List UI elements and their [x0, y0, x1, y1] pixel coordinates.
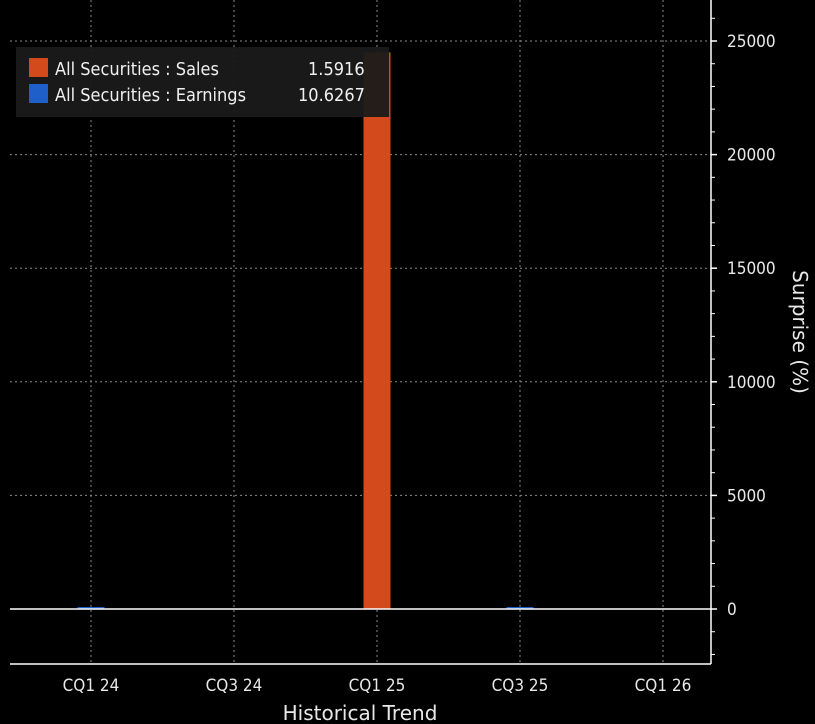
y-tick-label: 5000 — [727, 486, 766, 506]
y-tick-label: 10000 — [727, 373, 776, 393]
y-tick-label: 20000 — [727, 146, 776, 166]
legend: All Securities : Sales 1.5916 All Securi… — [16, 47, 389, 117]
legend-swatch-sales — [29, 58, 48, 77]
legend-label-earnings: All Securities : Earnings — [55, 85, 246, 106]
x-axis-label: Historical Trend — [283, 701, 438, 724]
legend-box — [16, 47, 389, 117]
bars — [77, 52, 534, 610]
y-axis-label: Surprise (%) — [788, 270, 812, 394]
bar-earnings — [77, 607, 105, 609]
bar-earnings — [506, 607, 534, 609]
legend-label-sales: All Securities : Sales — [55, 59, 219, 80]
x-tick-label: CQ3 24 — [206, 676, 263, 696]
legend-swatch-earnings — [29, 84, 48, 103]
y-tick-label: 0 — [727, 600, 737, 620]
y-ticks: 0 5000 10000 15000 20000 25000 — [711, 17, 776, 655]
y-tick-label: 25000 — [727, 32, 776, 52]
x-tick-label: CQ1 26 — [635, 676, 692, 696]
y-tick-label: 15000 — [727, 259, 776, 279]
x-tick-label: CQ1 24 — [63, 676, 120, 696]
legend-value-earnings: 10.6267 — [298, 85, 365, 106]
x-ticks: CQ1 24 CQ3 24 CQ1 25 CQ3 25 CQ1 26 — [63, 676, 692, 696]
x-tick-label: CQ3 25 — [492, 676, 549, 696]
x-tick-label: CQ1 25 — [349, 676, 406, 696]
axes — [10, 0, 712, 665]
legend-value-sales: 1.5916 — [308, 59, 365, 80]
bar-sales — [363, 52, 391, 610]
